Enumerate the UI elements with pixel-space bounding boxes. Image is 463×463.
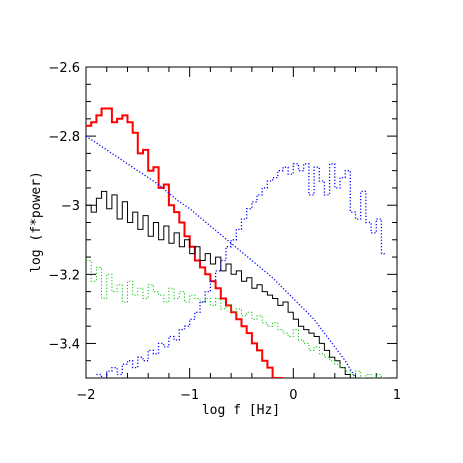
axis-ticks — [85, 66, 398, 379]
x-tick-label: −1 — [180, 388, 199, 403]
x-tick-label: −2 — [76, 388, 95, 403]
y-tick-label: −3.2 — [48, 268, 80, 283]
y-axis-label: log (f*power) — [29, 171, 44, 273]
x-axis-label: log f [Hz] — [202, 403, 280, 418]
tick-labels: −2 −1 0 1 −2.6 −2.8 −3 −3.2 −3.4 — [48, 61, 401, 403]
y-tick-label: −2.8 — [48, 130, 80, 145]
series-line-4 — [86, 135, 357, 378]
y-tick-label: −3.4 — [48, 337, 80, 352]
series-line-0 — [86, 107, 283, 378]
y-tick-label: −3 — [61, 199, 80, 214]
series-line-2 — [86, 260, 387, 378]
y-tick-label: −2.6 — [48, 61, 80, 76]
x-tick-label: 1 — [393, 388, 401, 403]
series-group — [86, 107, 387, 378]
x-tick-label: 0 — [289, 388, 297, 403]
series-line-1 — [86, 190, 361, 378]
